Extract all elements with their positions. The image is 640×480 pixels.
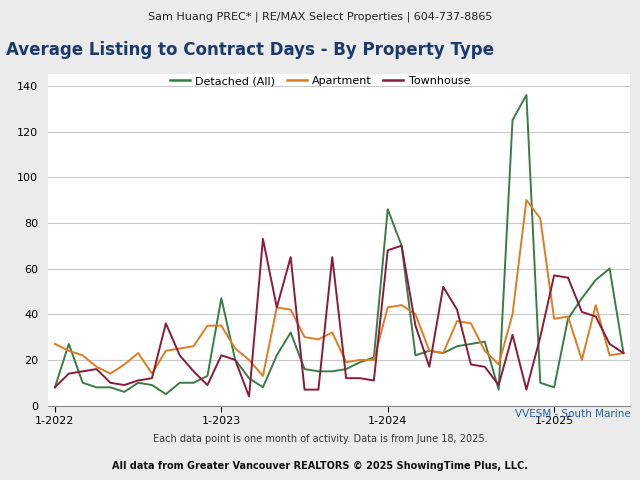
- Text: VVESM - South Marine: VVESM - South Marine: [515, 409, 630, 419]
- Text: Sam Huang PREC* | RE/MAX Select Properties | 604-737-8865: Sam Huang PREC* | RE/MAX Select Properti…: [148, 12, 492, 22]
- Text: Each data point is one month of activity. Data is from June 18, 2025.: Each data point is one month of activity…: [153, 434, 487, 444]
- Text: All data from Greater Vancouver REALTORS © 2025 ShowingTime Plus, LLC.: All data from Greater Vancouver REALTORS…: [112, 461, 528, 470]
- Legend: Detached (All), Apartment, Townhouse: Detached (All), Apartment, Townhouse: [166, 72, 474, 91]
- Text: Average Listing to Contract Days - By Property Type: Average Listing to Contract Days - By Pr…: [6, 41, 494, 60]
